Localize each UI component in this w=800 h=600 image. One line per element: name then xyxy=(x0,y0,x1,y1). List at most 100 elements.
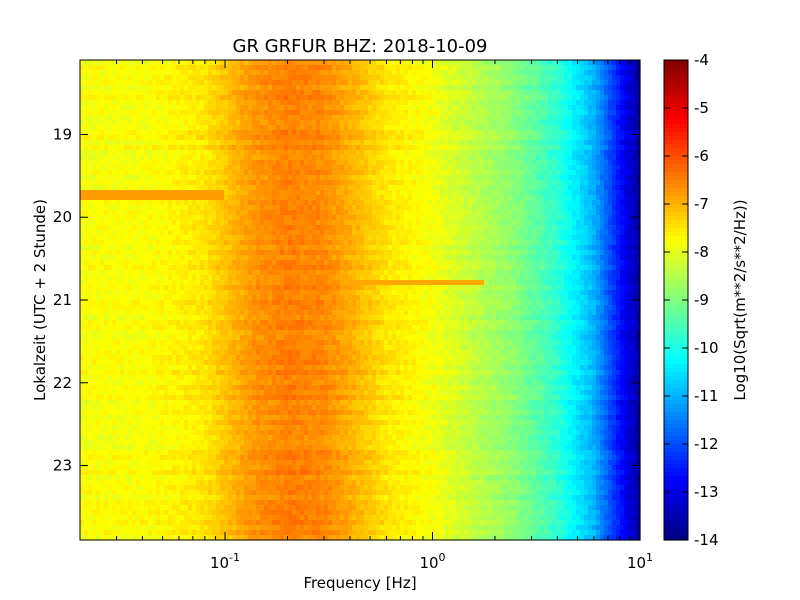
heatmap-cell xyxy=(232,170,237,176)
heatmap-cell xyxy=(172,185,177,191)
heatmap-cell xyxy=(236,90,241,96)
heatmap-cell xyxy=(132,205,137,211)
heatmap-cell xyxy=(212,185,217,191)
heatmap-cell xyxy=(200,180,205,186)
heatmap-cell xyxy=(172,200,177,206)
heatmap-cell xyxy=(520,85,525,91)
heatmap-cell xyxy=(612,130,617,136)
heatmap-cell xyxy=(108,210,113,216)
heatmap-cell xyxy=(320,130,325,136)
heatmap-cell xyxy=(120,145,125,151)
heatmap-cell xyxy=(620,170,625,176)
heatmap-cell xyxy=(88,220,93,226)
heatmap-cell xyxy=(340,90,345,96)
heatmap-cell xyxy=(508,170,513,176)
heatmap-cell xyxy=(336,170,341,176)
heatmap-cell xyxy=(180,75,185,81)
heatmap-cell xyxy=(116,175,121,181)
heatmap-cell xyxy=(508,190,513,196)
heatmap-cell xyxy=(212,105,217,111)
heatmap-cell xyxy=(424,75,429,81)
heatmap-cell xyxy=(500,110,505,116)
heatmap-cell xyxy=(424,215,429,221)
heatmap-cell xyxy=(440,135,445,141)
heatmap-cell xyxy=(108,205,113,211)
heatmap-cell xyxy=(588,170,593,176)
heatmap-cell xyxy=(604,70,609,76)
heatmap-cell xyxy=(420,230,425,236)
heatmap-cell xyxy=(560,230,565,236)
heatmap-cell xyxy=(216,70,221,76)
heatmap-cell xyxy=(92,150,97,156)
heatmap-cell xyxy=(232,220,237,226)
heatmap-cell xyxy=(220,80,225,86)
heatmap-cell xyxy=(220,110,225,116)
heatmap-cell xyxy=(296,185,301,191)
heatmap-cell xyxy=(96,130,101,136)
heatmap-cell xyxy=(428,205,433,211)
heatmap-cell xyxy=(384,235,389,241)
heatmap-cell xyxy=(304,220,309,226)
heatmap-cell xyxy=(148,90,153,96)
heatmap-cell xyxy=(348,205,353,211)
heatmap-cell xyxy=(460,155,465,161)
heatmap-cell xyxy=(516,230,521,236)
heatmap-cell xyxy=(372,125,377,131)
heatmap-cell xyxy=(420,90,425,96)
heatmap-cell xyxy=(600,65,605,71)
heatmap-cell xyxy=(124,220,129,226)
heatmap-cell xyxy=(372,75,377,81)
heatmap-cell xyxy=(524,215,529,221)
heatmap-cell xyxy=(232,160,237,166)
heatmap-cell xyxy=(116,225,121,231)
heatmap-cell xyxy=(228,140,233,146)
heatmap-cell xyxy=(388,165,393,171)
heatmap-cell xyxy=(380,165,385,171)
heatmap-cell xyxy=(332,210,337,216)
heatmap-cell xyxy=(176,75,181,81)
heatmap-cell xyxy=(160,80,165,86)
heatmap-cell xyxy=(188,220,193,226)
heatmap-cell xyxy=(276,110,281,116)
heatmap-cell xyxy=(356,140,361,146)
heatmap-cell xyxy=(240,60,245,66)
heatmap-cell xyxy=(400,100,405,106)
heatmap-cell xyxy=(492,135,497,141)
heatmap-cell xyxy=(136,160,141,166)
heatmap-cell xyxy=(108,105,113,111)
heatmap-cell xyxy=(184,230,189,236)
heatmap-cell xyxy=(552,210,557,216)
heatmap-cell xyxy=(572,195,577,201)
heatmap-cell xyxy=(276,145,281,151)
heatmap-cell xyxy=(592,145,597,151)
heatmap-cell xyxy=(564,210,569,216)
heatmap-cell xyxy=(88,195,93,201)
heatmap-cell xyxy=(96,160,101,166)
heatmap-cell xyxy=(632,150,637,156)
heatmap-cell xyxy=(600,200,605,206)
heatmap-cell xyxy=(428,150,433,156)
heatmap-cell xyxy=(228,95,233,101)
heatmap-cell xyxy=(168,145,173,151)
heatmap-cell xyxy=(152,60,157,66)
heatmap-cell xyxy=(136,80,141,86)
heatmap-cell xyxy=(508,200,513,206)
heatmap-cell xyxy=(264,60,269,66)
heatmap-cell xyxy=(148,125,153,131)
heatmap-cell xyxy=(540,165,545,171)
heatmap-cell xyxy=(528,130,533,136)
heatmap-cell xyxy=(440,115,445,121)
heatmap-cell xyxy=(536,175,541,181)
heatmap-cell xyxy=(200,190,205,196)
heatmap-cell xyxy=(368,220,373,226)
heatmap-cell xyxy=(612,145,617,151)
heatmap-cell xyxy=(580,225,585,231)
heatmap-cell xyxy=(324,140,329,146)
heatmap-cell xyxy=(92,210,97,216)
heatmap-cell xyxy=(488,190,493,196)
heatmap-cell xyxy=(144,175,149,181)
heatmap-cell xyxy=(408,135,413,141)
heatmap-cell xyxy=(556,120,561,126)
heatmap-cell xyxy=(156,110,161,116)
heatmap-cell xyxy=(636,120,641,126)
